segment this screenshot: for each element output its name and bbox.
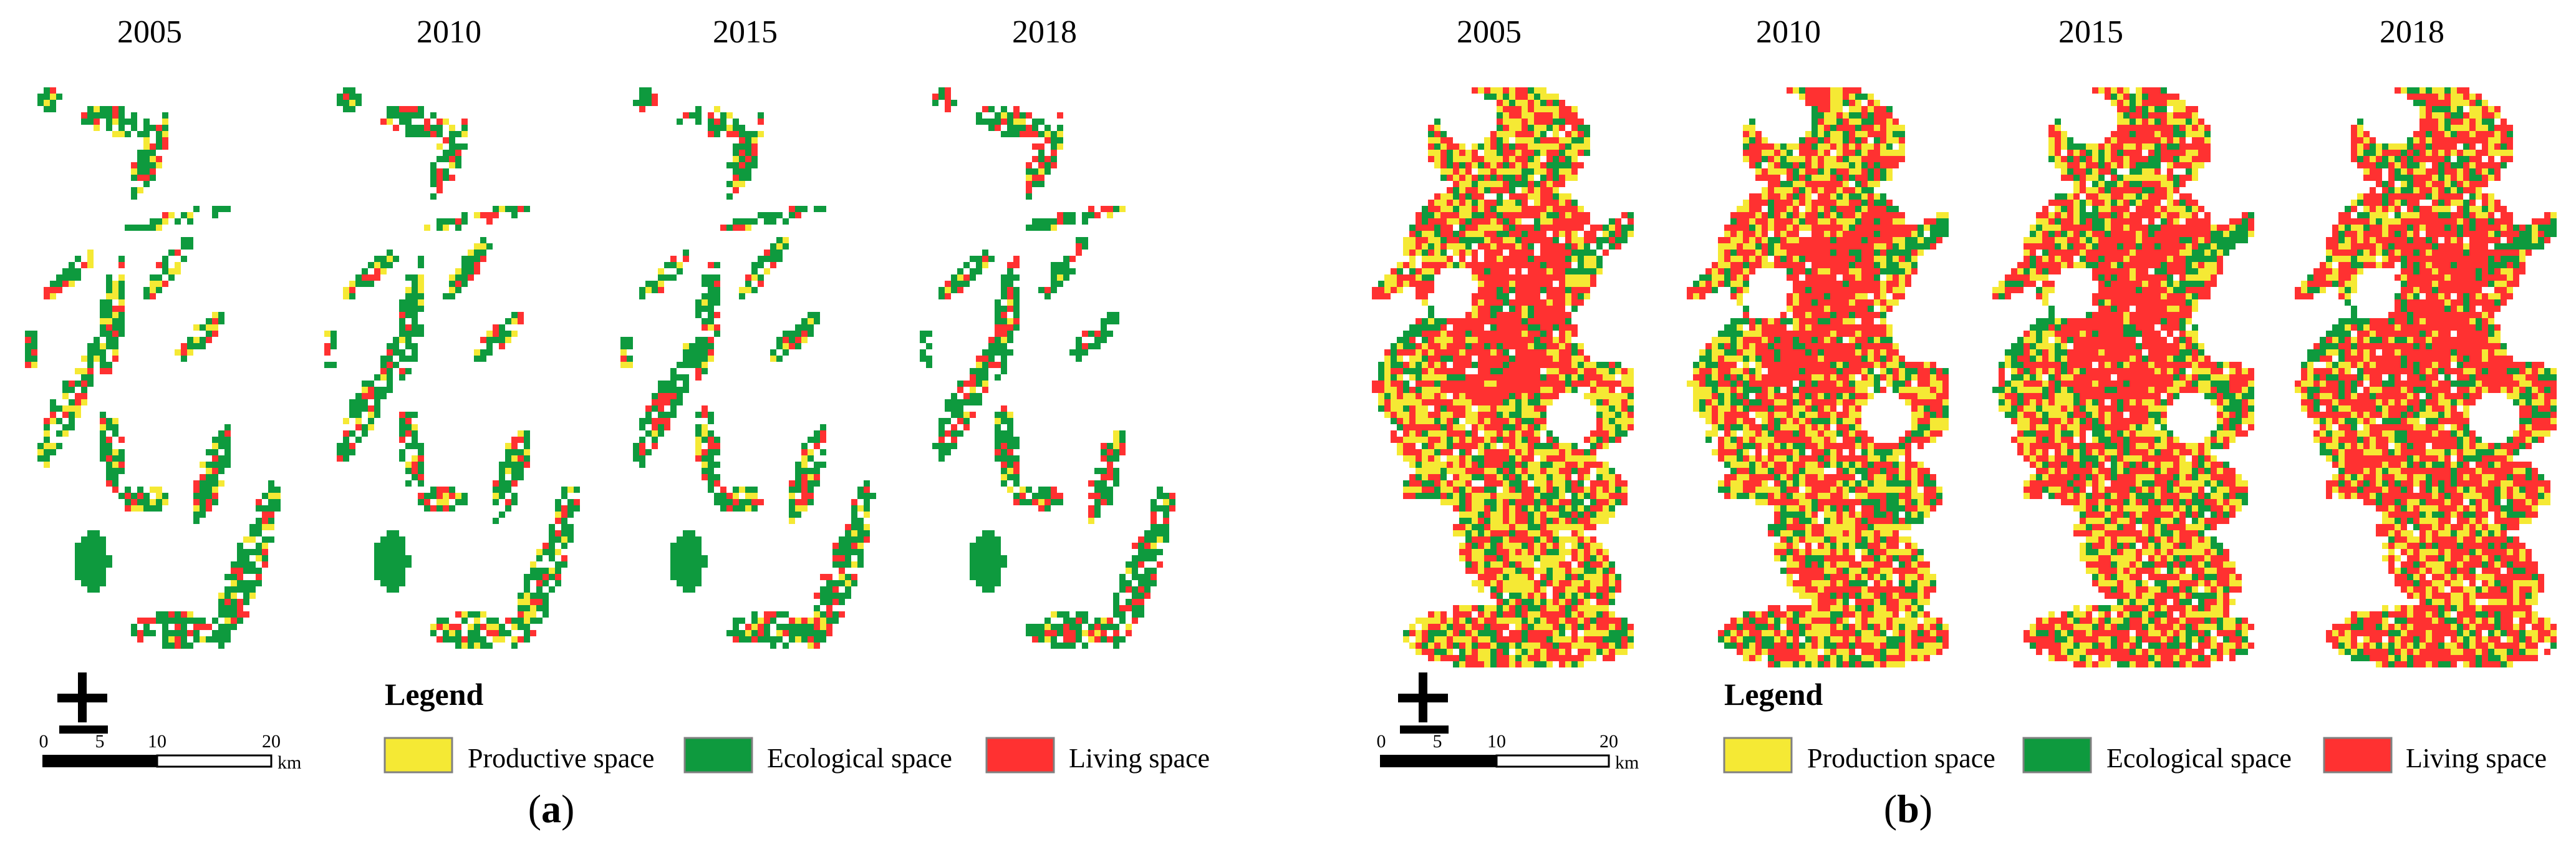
legend-label-ecological: Ecological space [2106,743,2292,774]
legend-swatch-production [384,737,453,774]
map-a-2010 [324,87,580,649]
scale-tick-10: 10 [148,731,166,752]
scale-tick-5: 5 [1433,731,1442,752]
panel-letter-b: (b) [1884,787,1932,831]
map-b-2018 [2295,87,2557,667]
map-b-2005 [1372,87,1634,667]
map-a-2015 [620,87,876,649]
scale-unit: km [277,752,301,773]
legend-swatch-production [1723,737,1793,774]
map-b-2015 [1992,87,2254,667]
map-a-2005 [25,87,281,649]
year-label-a-4: 2018 [1012,14,1077,50]
legend-label-living: Living space [1069,743,1210,774]
year-label-a-1: 2005 [117,14,182,50]
legend-swatch-ecological [683,737,753,774]
legend-title: Legend [1724,677,1823,712]
year-label-b-3: 2015 [2058,14,2123,50]
scale-tick-20: 20 [1599,731,1618,752]
scale-bar-b: 0 5 10 20 km [1377,731,1639,773]
legend-swatch-ecological [2022,737,2092,774]
scale-tick-0: 0 [39,731,49,752]
legend-b: Legend Production space Ecological space… [1723,677,2547,774]
map-a-2018 [920,87,1175,649]
legend-swatch-living [985,737,1055,774]
north-arrow-icon [1398,672,1449,734]
north-arrow-icon [57,672,108,734]
scale-unit: km [1615,752,1639,773]
scale-bar-a: 0 5 10 20 km [39,731,302,773]
legend-swatch-living [2323,737,2393,774]
legend-label-ecological: Ecological space [767,743,952,774]
legend-label-living: Living space [2406,743,2547,774]
map-b-2010 [1687,87,1949,667]
year-label-b-4: 2018 [2380,14,2444,50]
scale-tick-10: 10 [1487,731,1506,752]
legend-title: Legend [385,677,484,712]
scale-tick-20: 20 [262,731,281,752]
scale-tick-0: 0 [1377,731,1386,752]
scale-tick-5: 5 [95,731,105,752]
year-label-a-3: 2015 [713,14,778,50]
year-label-a-2: 2010 [417,14,481,50]
legend-label-production: Productive space [468,743,654,774]
panel-b: 2005 2010 2015 2018 0 5 10 20 km Legend … [1372,14,2557,831]
year-label-b-1: 2005 [1457,14,1522,50]
panel-letter-a: (a) [528,787,575,831]
legend-label-production: Production space [1807,743,1995,774]
legend-a: Legend Productive space Ecological space… [384,677,1210,774]
panel-a: 2005 2010 2015 2018 0 5 10 20 km Legend … [25,14,1210,831]
year-label-b-2: 2010 [1756,14,1821,50]
